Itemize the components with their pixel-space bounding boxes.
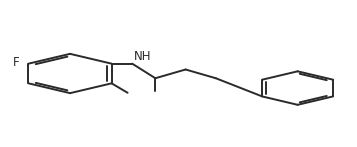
Text: NH: NH bbox=[134, 50, 151, 63]
Text: F: F bbox=[13, 56, 20, 69]
